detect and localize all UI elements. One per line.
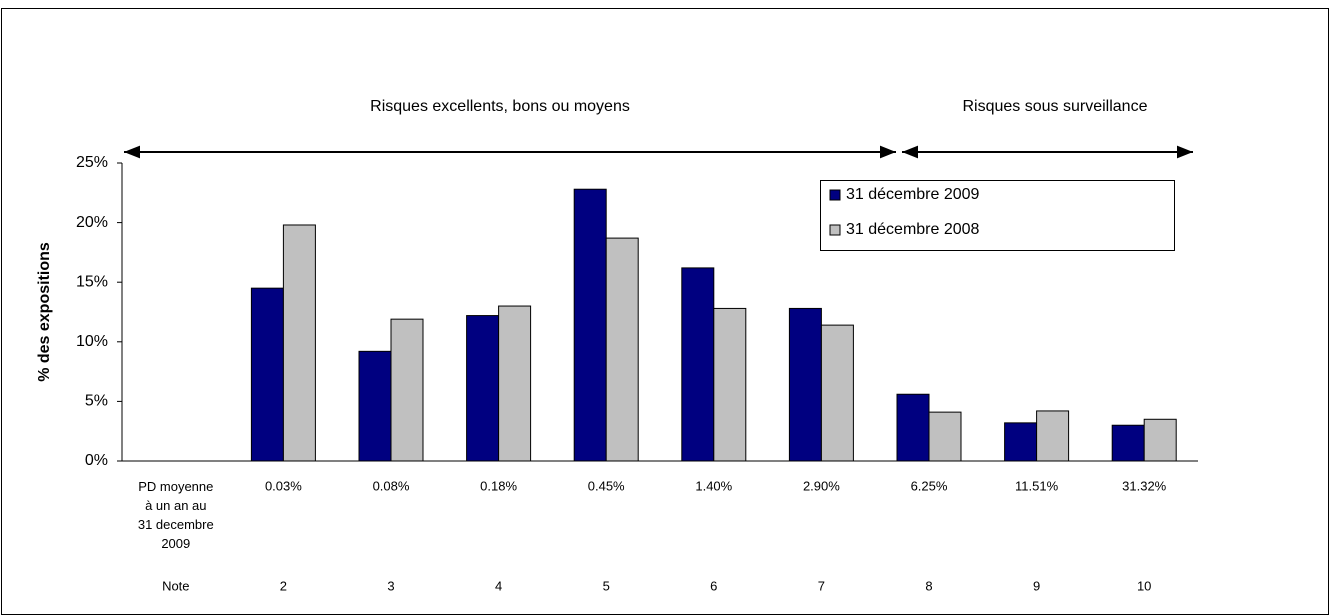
x-tick-label: 31.32% (1122, 478, 1167, 493)
y-tick-label: 5% (85, 393, 108, 410)
annotation: Risques excellents, bons ou moyens (370, 98, 630, 115)
annotation: Risques sous surveillance (963, 98, 1148, 115)
x-tick-label: PD moyenne à un an au 31 decembre 2009 (137, 479, 214, 551)
bar (573, 188, 607, 462)
bar (605, 237, 639, 462)
bar (681, 267, 715, 462)
x-tick-label: 11.51% (1015, 478, 1059, 493)
x-tick-label: 1.40% (695, 478, 732, 493)
note-label: 7 (818, 578, 825, 593)
bar (896, 393, 930, 462)
x-tick-label: 0.45% (588, 478, 625, 493)
frame (1, 8, 1329, 615)
x-tick-label: 0.03% (265, 478, 302, 493)
bar (390, 318, 424, 462)
note-label: 5 (603, 578, 610, 593)
note-label: Note (162, 578, 189, 593)
bar (358, 350, 392, 462)
note-label: 9 (1033, 578, 1040, 593)
legend-swatch (829, 189, 841, 201)
bar (788, 307, 822, 462)
x-tick-label: 0.18% (480, 478, 517, 493)
note-label: 6 (710, 578, 717, 593)
bar (1143, 418, 1177, 462)
bar (1004, 422, 1038, 462)
bar (1036, 410, 1070, 462)
legend-label: 31 décembre 2009 (846, 186, 980, 203)
note-label: 4 (495, 578, 502, 593)
bar (820, 324, 854, 462)
legend-label: 31 décembre 2008 (846, 221, 980, 238)
note-label: 2 (280, 578, 287, 593)
note-label: 10 (1137, 578, 1151, 593)
note-label: 3 (387, 578, 394, 593)
y-tick-label: 20% (76, 214, 108, 231)
bar (1111, 424, 1145, 462)
bar (466, 315, 500, 462)
y-tick-label: 0% (85, 452, 108, 469)
y-tick-label: 15% (76, 273, 108, 290)
legend-box (820, 180, 1175, 251)
bar (282, 224, 316, 462)
y-axis-label: % des expositions (36, 242, 53, 382)
y-tick-label: 10% (76, 333, 108, 350)
y-tick-label: 25% (76, 154, 108, 171)
bar (250, 287, 284, 462)
x-tick-label: 0.08% (373, 478, 410, 493)
x-tick-label: 6.25% (911, 478, 948, 493)
bar (928, 411, 962, 462)
legend-swatch (829, 224, 841, 236)
bar (713, 307, 747, 462)
note-label: 8 (925, 578, 932, 593)
x-tick-label: 2.90% (803, 478, 840, 493)
bar (498, 305, 532, 462)
